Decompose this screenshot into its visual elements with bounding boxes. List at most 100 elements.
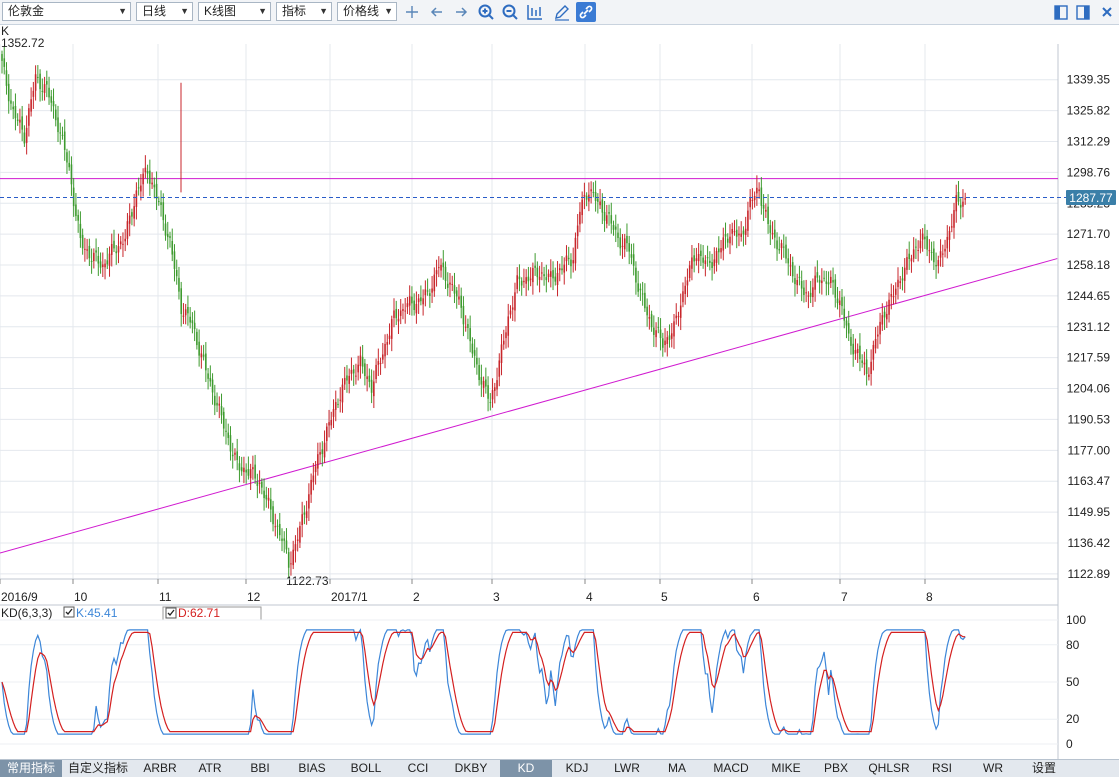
candle-body	[962, 201, 964, 207]
candle-body	[507, 316, 510, 336]
tab-rsi[interactable]: RSI	[931, 761, 952, 775]
candle-body	[863, 362, 866, 365]
tab-pbx[interactable]: PBX	[823, 761, 848, 775]
candle-body	[883, 311, 886, 318]
candle-body	[608, 211, 610, 214]
grid	[0, 44, 1059, 759]
candle-body	[888, 299, 890, 315]
candle-body	[368, 375, 371, 382]
candle-body	[679, 305, 682, 318]
candle-body	[478, 365, 480, 381]
candle-body	[317, 454, 319, 469]
price-line-select[interactable]: 价格线 ▼	[337, 2, 397, 21]
candle-body	[641, 293, 644, 295]
bar-chart-icon[interactable]	[525, 2, 545, 22]
tab-bias[interactable]: BIAS	[298, 761, 326, 775]
candle-body	[182, 315, 185, 317]
chart-type-select[interactable]: K线图 ▼	[198, 2, 271, 21]
candle-body	[220, 406, 223, 416]
tab-bbi[interactable]: BBI	[250, 761, 270, 775]
candle-body	[597, 198, 599, 202]
candle-body	[558, 268, 561, 271]
price-chart-svg[interactable]: 1339.351325.821312.291298.761285.231271.…	[0, 24, 1119, 759]
panel-right-icon[interactable]	[1073, 2, 1093, 22]
candle-body	[462, 305, 465, 325]
candle-body	[933, 248, 935, 263]
candle-body	[104, 263, 106, 268]
candle-body	[1, 54, 3, 61]
panel-left-icon[interactable]	[1051, 2, 1071, 22]
arrow-left-icon[interactable]	[427, 2, 447, 22]
candle-body	[552, 270, 554, 279]
zoom-in-icon[interactable]	[476, 2, 496, 22]
candle-body	[809, 292, 812, 297]
tab-lwr[interactable]: LWR	[614, 761, 640, 775]
k-line	[1, 628, 966, 735]
candle-body	[917, 249, 919, 251]
candle-body	[718, 248, 720, 253]
tab-设置[interactable]: 设置	[1031, 761, 1056, 775]
tab-kdj[interactable]: KDJ	[565, 761, 589, 775]
price-axis: 1339.351325.821312.291298.761285.231271.…	[1067, 73, 1111, 581]
period-select[interactable]: 日线 ▼	[136, 2, 193, 21]
y-tick-label: 1190.53	[1068, 412, 1111, 426]
candle-body	[440, 264, 442, 271]
candle-body	[776, 240, 778, 250]
candle-body	[310, 479, 312, 495]
tab-kd[interactable]: KD	[500, 760, 552, 777]
candle-body	[498, 360, 501, 377]
candle-body	[762, 204, 765, 209]
tab-cci[interactable]: CCI	[407, 761, 429, 775]
chevron-down-icon: ▼	[118, 6, 127, 16]
tab-boll[interactable]: BOLL	[350, 761, 382, 775]
tab-macd[interactable]: MACD	[713, 761, 749, 775]
tab-qhlsr[interactable]: QHLSR	[868, 761, 910, 775]
y-tick-label: 1163.47	[1068, 474, 1111, 488]
candle-body	[541, 272, 543, 274]
candle-body	[861, 360, 863, 363]
tab-atr[interactable]: ATR	[198, 761, 222, 775]
candle-body	[547, 273, 550, 277]
candle-body	[290, 563, 292, 565]
crosshair-icon[interactable]	[402, 2, 422, 22]
candle-body	[373, 381, 375, 397]
candle-body	[915, 246, 917, 248]
arrow-right-icon[interactable]	[451, 2, 471, 22]
candle-body	[688, 265, 691, 278]
tab-wr[interactable]: WR	[983, 761, 1003, 775]
y-tick-label: 1204.06	[1067, 382, 1111, 396]
close-icon[interactable]	[1097, 2, 1117, 22]
symbol-select[interactable]: 伦敦金 ▼	[2, 2, 131, 21]
candle-body	[686, 280, 689, 286]
indicator-select[interactable]: 指标 ▼	[276, 2, 332, 21]
candle-body	[610, 215, 613, 224]
candle-body	[303, 512, 306, 515]
tab-ma[interactable]: MA	[668, 761, 686, 775]
candle-body	[160, 202, 162, 205]
candle-body	[520, 280, 523, 286]
candle-body	[854, 350, 857, 354]
candle-body	[877, 334, 879, 337]
candle-body	[567, 257, 570, 260]
tab-arbr[interactable]: ARBR	[143, 761, 177, 775]
toolbar: 伦敦金 ▼ 日线 ▼ K线图 ▼ 指标 ▼ 价格线 ▼	[0, 0, 1119, 25]
candle-body	[285, 540, 288, 550]
tab-dkby[interactable]: DKBY	[454, 761, 488, 775]
tab-自定义指标[interactable]: 自定义指标	[67, 761, 128, 775]
candle-body	[830, 276, 832, 284]
chart-area[interactable]: 1339.351325.821312.291298.761285.231271.…	[0, 24, 1119, 759]
low-price-label: 1122.73	[286, 574, 329, 588]
tab-mike[interactable]: MIKE	[771, 761, 801, 775]
zoom-out-icon[interactable]	[500, 2, 520, 22]
candle-body	[386, 341, 389, 345]
tab-常用指标[interactable]: 常用指标	[0, 760, 62, 777]
candle-body	[879, 321, 881, 335]
link-icon[interactable]	[576, 2, 596, 22]
candle-body	[543, 274, 545, 277]
candle-body	[545, 277, 548, 281]
candle-body	[216, 402, 218, 406]
pencil-icon[interactable]	[552, 2, 572, 22]
kd-tick-label: 0	[1066, 737, 1073, 751]
candle-body	[942, 253, 944, 255]
y-tick-label: 1271.70	[1067, 227, 1111, 241]
